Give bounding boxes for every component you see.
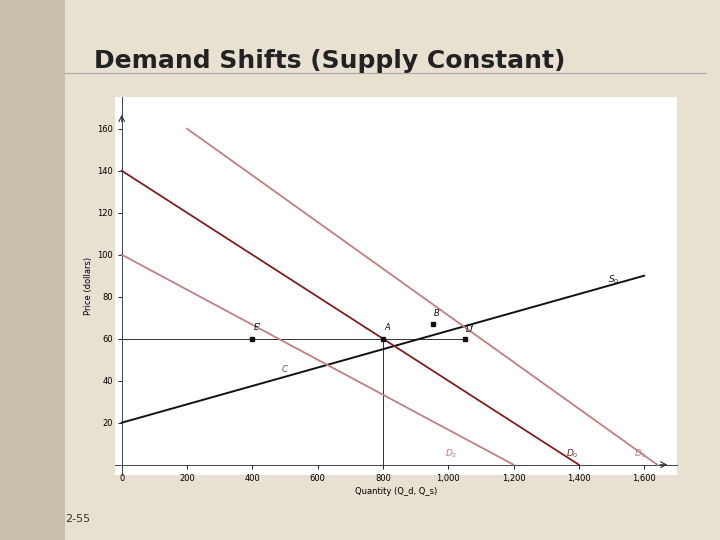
Text: A: A xyxy=(384,323,390,332)
X-axis label: Quantity (Q_d, Q_s): Quantity (Q_d, Q_s) xyxy=(355,487,437,496)
Text: D': D' xyxy=(467,326,475,334)
Text: B: B xyxy=(434,308,440,318)
Text: $D_0$: $D_0$ xyxy=(566,447,578,460)
Y-axis label: Price (dollars): Price (dollars) xyxy=(84,257,93,315)
Text: 2-55: 2-55 xyxy=(65,514,90,524)
Text: Demand Shifts (Supply Constant): Demand Shifts (Supply Constant) xyxy=(94,49,565,72)
Text: C: C xyxy=(282,365,287,374)
Text: $D_1$: $D_1$ xyxy=(634,447,647,460)
Text: $D_2$: $D_2$ xyxy=(445,447,457,460)
Text: $S_0$: $S_0$ xyxy=(608,273,619,286)
Text: E': E' xyxy=(254,323,261,332)
